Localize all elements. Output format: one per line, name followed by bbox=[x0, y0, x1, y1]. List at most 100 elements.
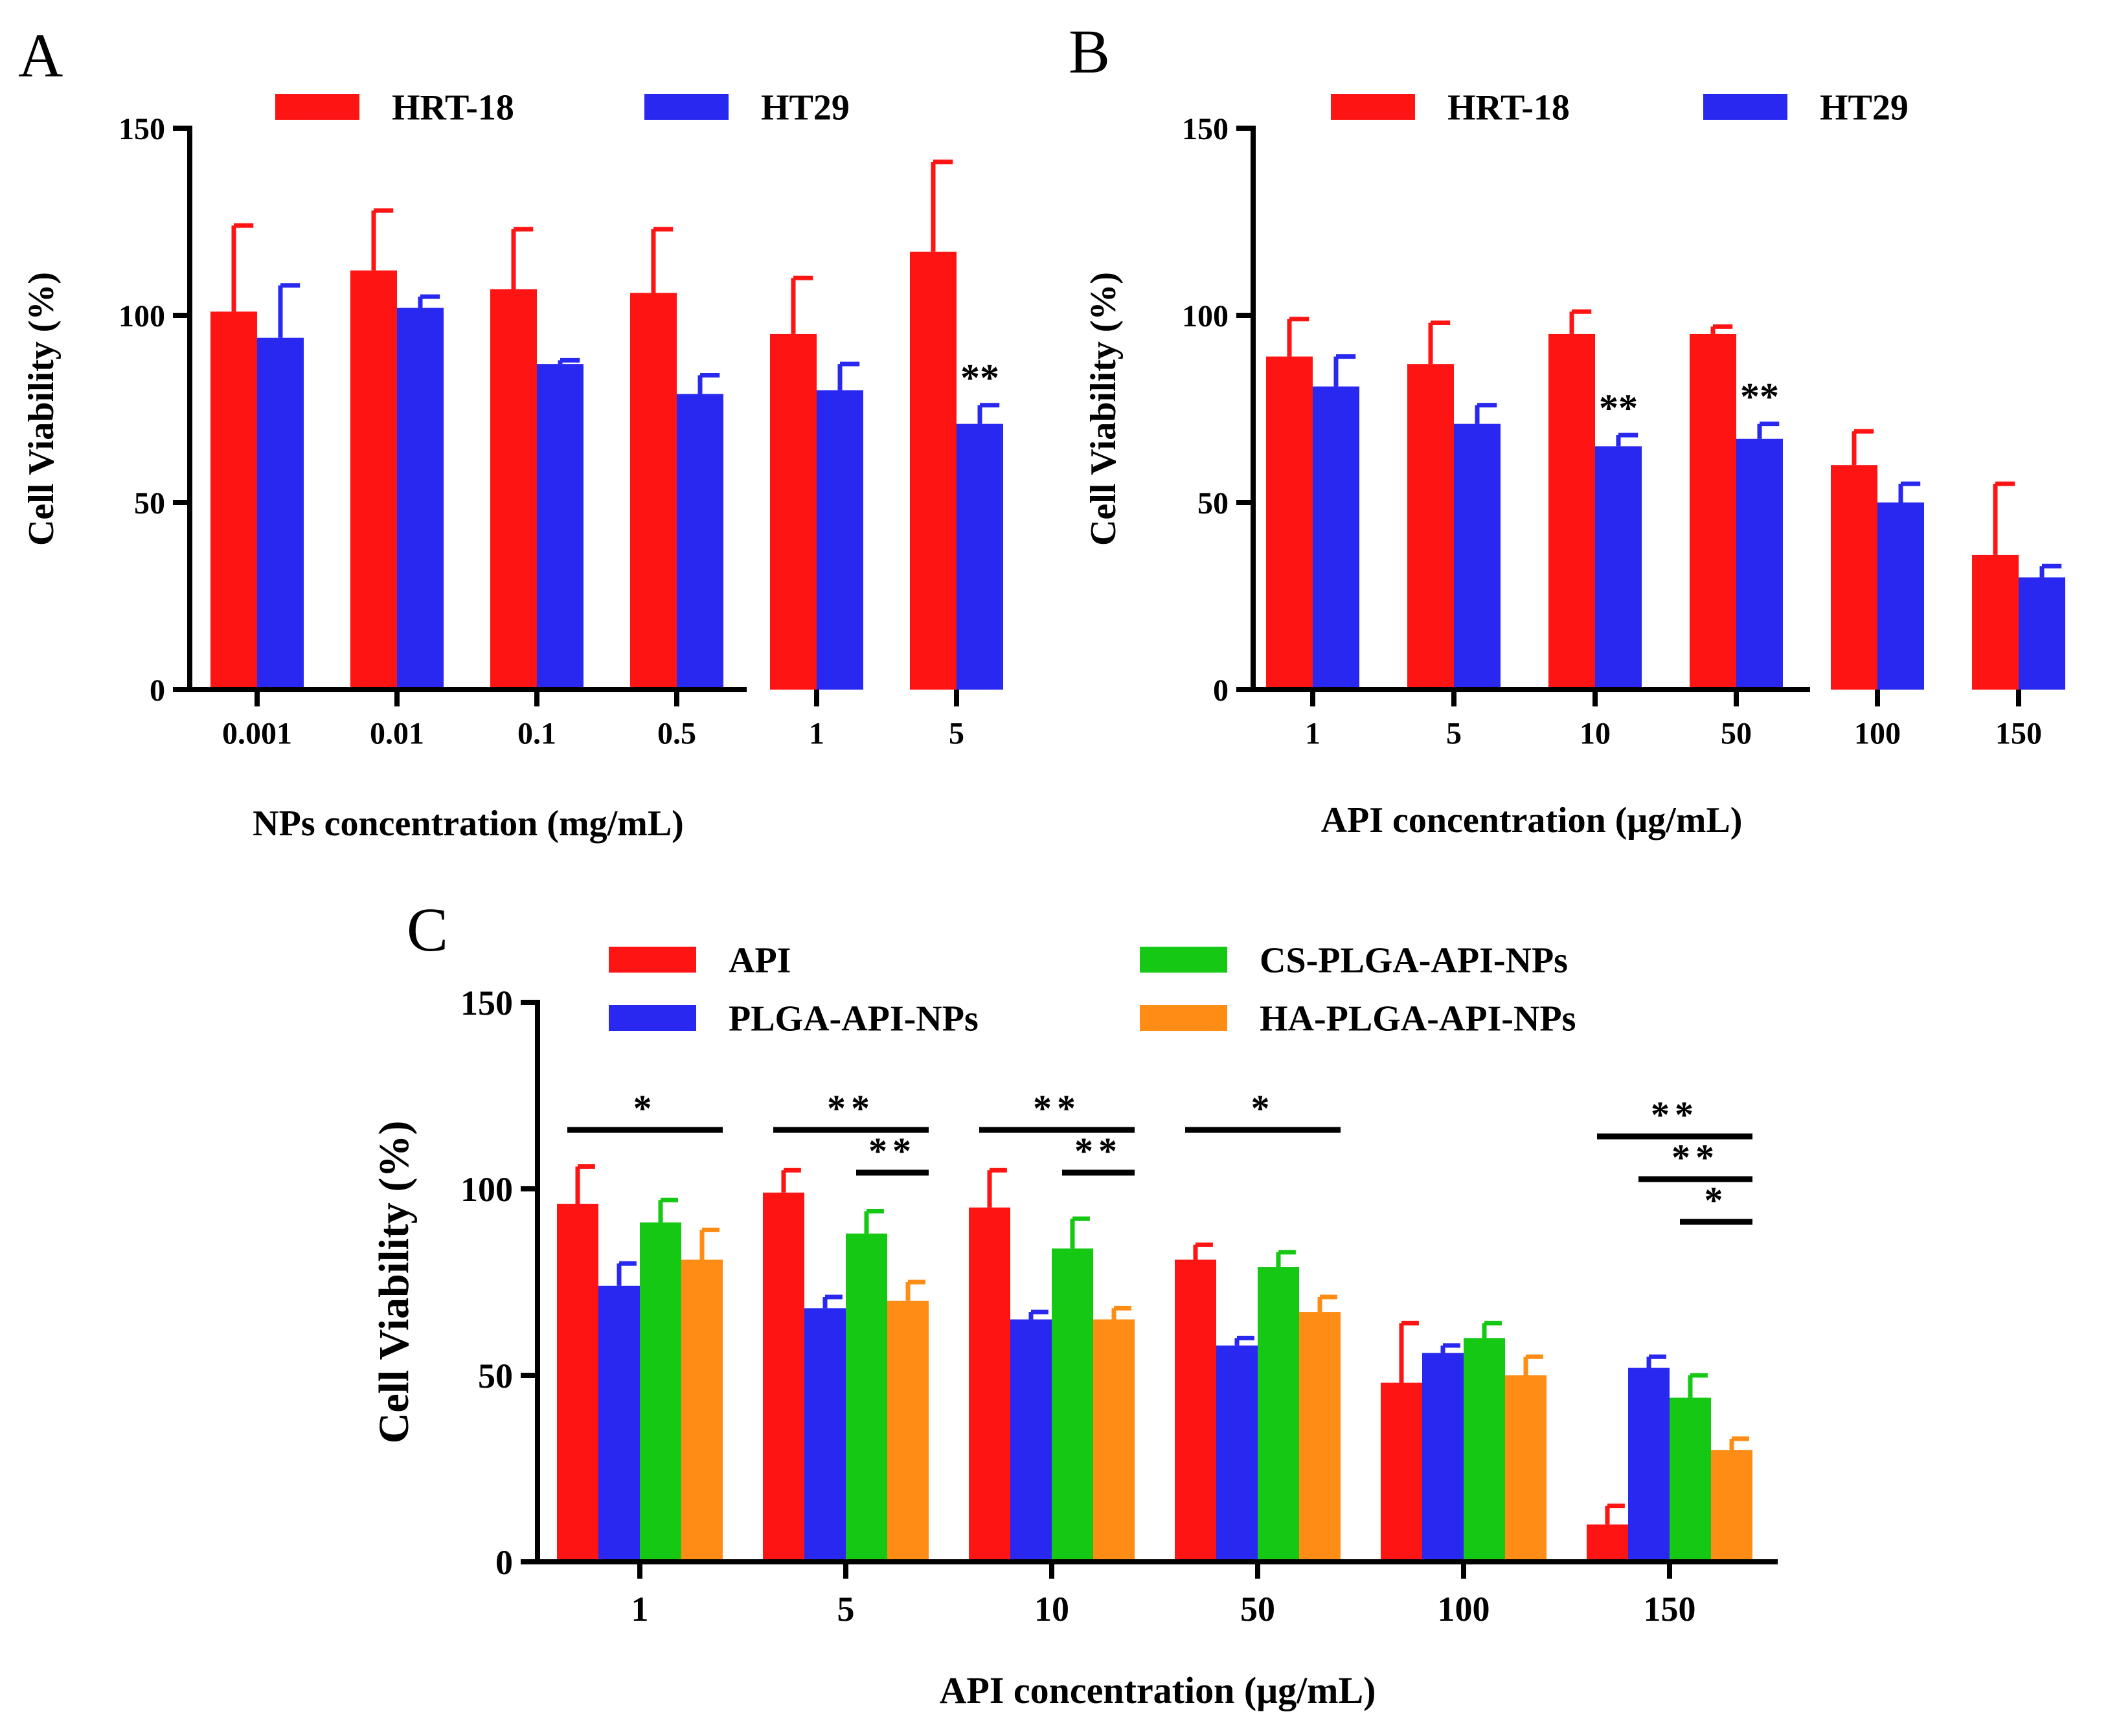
panel-b-bar-hrt-18-10 bbox=[1548, 333, 1595, 690]
panel-b-legend-swatch-ht29 bbox=[1703, 94, 1787, 120]
panel-a-bar-hrt-18-0-001 bbox=[210, 311, 257, 690]
panel-c-significance-label-5: * bbox=[1251, 1087, 1275, 1129]
panel-c-bar-plga-api-nps-150 bbox=[1628, 1368, 1670, 1562]
panel-b-x-tick-label-100: 100 bbox=[1854, 717, 1901, 751]
panel-c-bar-cs-plga-api-nps-5 bbox=[846, 1234, 887, 1562]
panel-a-significance-mark-0: ** bbox=[960, 357, 999, 400]
panel-c-bar-ha-plga-api-nps-10 bbox=[1093, 1319, 1135, 1562]
panel-a-bar-hrt-18-5 bbox=[910, 251, 957, 690]
panel-c-bar-api-100 bbox=[1381, 1382, 1422, 1562]
panel-a-bar-ht29-0-5 bbox=[677, 394, 723, 690]
panel-b-chart: 0 50 100 150 1 5 10 50 100 150 API concentration (… bbox=[1083, 88, 2065, 840]
panel-c-y-tick-label-50: 50 bbox=[478, 1357, 513, 1395]
panel-a-bar-hrt-18-0-1 bbox=[490, 289, 537, 690]
panel-letter-c: C bbox=[407, 895, 448, 964]
panel-b-legend-label-ht29: HT29 bbox=[1820, 88, 1909, 128]
panel-c-legend-swatch-ha-plga-api-nps bbox=[1140, 1005, 1227, 1031]
panel-b-x-tick-label-10: 10 bbox=[1580, 717, 1611, 751]
panel-c-x-tick-label-150: 150 bbox=[1644, 1590, 1696, 1629]
panel-c-x-axis-label: API concentration (μg/mL) bbox=[940, 1669, 1376, 1711]
panel-b-y-tick-label-0: 0 bbox=[1213, 673, 1229, 708]
panel-b-bar-ht29-100 bbox=[1877, 502, 1924, 690]
panel-c-significance-label-4: ** bbox=[1074, 1130, 1122, 1172]
panel-c-chart: 0 50 100 150 1 5 10 50 100 150 API concentration (… bbox=[370, 941, 1778, 1711]
panel-a-x-tick-label-0-001: 0.001 bbox=[222, 717, 292, 751]
panel-a-x-tick-label-5: 5 bbox=[949, 717, 964, 751]
panel-a-legend-swatch-hrt-18 bbox=[275, 94, 359, 120]
panel-a-bar-ht29-1 bbox=[817, 390, 863, 690]
panel-c-significance-label-3: ** bbox=[1033, 1087, 1081, 1129]
panel-b-y-axis-label: Cell Viability (%) bbox=[1083, 272, 1124, 546]
panel-c-x-tick-label-5: 5 bbox=[837, 1590, 855, 1629]
panel-c-significance-label-2: ** bbox=[868, 1130, 916, 1172]
panel-c-bar-ha-plga-api-nps-100 bbox=[1505, 1375, 1547, 1562]
panel-b-bar-hrt-18-50 bbox=[1690, 333, 1736, 690]
panel-a-y-axis-label: Cell Viability (%) bbox=[21, 272, 62, 546]
panel-a-x-tick-label-0-1: 0.1 bbox=[517, 717, 556, 751]
panel-b-bar-ht29-1 bbox=[1313, 386, 1359, 690]
panel-c-bar-plga-api-nps-100 bbox=[1422, 1353, 1464, 1562]
panel-a-y-tick-label-50: 50 bbox=[134, 486, 165, 521]
panel-a-bar-ht29-5 bbox=[957, 423, 1003, 690]
panel-a-y-tick-label-150: 150 bbox=[119, 112, 165, 146]
panel-b-x-tick-label-1: 1 bbox=[1305, 717, 1320, 751]
panel-b-significance-mark-1: ** bbox=[1740, 376, 1779, 418]
panel-a-legend-label-hrt-18: HRT-18 bbox=[392, 88, 514, 128]
panel-b-bar-ht29-50 bbox=[1736, 438, 1783, 690]
panel-c-x-tick-label-50: 50 bbox=[1240, 1590, 1275, 1629]
panel-b-bar-ht29-150 bbox=[2019, 577, 2065, 690]
panel-letter-a: A bbox=[18, 21, 63, 90]
panel-c-bar-api-5 bbox=[763, 1192, 804, 1562]
panel-c-bar-plga-api-nps-5 bbox=[804, 1308, 846, 1562]
panel-c-x-tick-label-10: 10 bbox=[1034, 1590, 1069, 1629]
panel-c-bar-plga-api-nps-1 bbox=[598, 1285, 640, 1562]
panel-a-y-tick-label-100: 100 bbox=[119, 299, 165, 333]
panel-c-legend-label-api: API bbox=[729, 941, 791, 981]
panel-c-bar-ha-plga-api-nps-50 bbox=[1299, 1312, 1341, 1562]
panel-c-bar-ha-plga-api-nps-5 bbox=[887, 1300, 929, 1562]
panel-b-x-tick-label-5: 5 bbox=[1446, 717, 1462, 751]
panel-c-y-axis-label: Cell Viability (%) bbox=[370, 1121, 418, 1444]
panel-b-significance-mark-0: ** bbox=[1599, 387, 1638, 429]
panel-a-y-tick-label-0: 0 bbox=[150, 673, 165, 708]
panel-c-bar-api-10 bbox=[969, 1207, 1010, 1562]
panel-b-x-axis-label: API concentration (μg/mL) bbox=[1321, 800, 1743, 840]
panel-c-bar-plga-api-nps-50 bbox=[1216, 1345, 1258, 1562]
panel-a-x-tick-label-0-5: 0.5 bbox=[657, 717, 696, 751]
panel-c-x-tick-label-1: 1 bbox=[631, 1590, 649, 1629]
panel-a-bar-ht29-0-01 bbox=[397, 308, 444, 690]
panel-b-legend-swatch-hrt-18 bbox=[1331, 94, 1415, 120]
panel-a-legend-swatch-ht29 bbox=[644, 94, 729, 120]
panel-b-bar-ht29-10 bbox=[1595, 446, 1642, 690]
panel-c-x-tick-label-100: 100 bbox=[1438, 1590, 1490, 1629]
panel-a-bar-ht29-0-001 bbox=[257, 337, 304, 690]
panel-c-y-tick-label-0: 0 bbox=[495, 1543, 513, 1582]
panel-b-bar-ht29-5 bbox=[1454, 423, 1501, 690]
panel-c-legend-label-cs-plga-api-nps: CS-PLGA-API-NPs bbox=[1260, 941, 1568, 981]
panel-c-significance-label-6: ** bbox=[1651, 1094, 1699, 1136]
panel-c-legend-label-plga-api-nps: PLGA-API-NPs bbox=[729, 999, 979, 1039]
panel-c-bar-plga-api-nps-10 bbox=[1010, 1319, 1052, 1562]
panel-c-legend-swatch-cs-plga-api-nps bbox=[1140, 947, 1227, 973]
panel-c-bar-ha-plga-api-nps-1 bbox=[681, 1259, 723, 1562]
panel-c-bar-cs-plga-api-nps-10 bbox=[1052, 1248, 1093, 1562]
panel-b-x-tick-label-50: 50 bbox=[1721, 717, 1752, 751]
panel-c-bar-ha-plga-api-nps-150 bbox=[1711, 1450, 1752, 1562]
panel-a-x-tick-label-0-01: 0.01 bbox=[370, 717, 424, 751]
panel-b-y-tick-label-100: 100 bbox=[1182, 299, 1229, 333]
panel-a-chart: 0 50 100 150 0.001 0.01 0.1 0.5 1 5 NPs concentrat… bbox=[21, 88, 1003, 844]
panel-c-bar-cs-plga-api-nps-1 bbox=[640, 1222, 681, 1562]
panel-c-significance-label-0: * bbox=[633, 1087, 657, 1129]
panel-b-y-tick-label-50: 50 bbox=[1197, 486, 1229, 521]
panel-a-bar-hrt-18-0-01 bbox=[350, 270, 397, 690]
panel-c-bar-api-150 bbox=[1587, 1524, 1628, 1562]
panel-c-bar-cs-plga-api-nps-150 bbox=[1670, 1397, 1711, 1562]
panel-b-x-tick-label-150: 150 bbox=[1995, 717, 2042, 751]
panel-a-bar-hrt-18-1 bbox=[770, 333, 817, 690]
panel-c-legend-swatch-api bbox=[609, 947, 696, 973]
panel-b-legend-label-hrt-18: HRT-18 bbox=[1447, 88, 1570, 128]
panel-c-significance-label-8: * bbox=[1705, 1179, 1728, 1221]
panel-c-y-tick-label-100: 100 bbox=[460, 1170, 513, 1209]
panel-c-bar-api-50 bbox=[1175, 1259, 1216, 1562]
